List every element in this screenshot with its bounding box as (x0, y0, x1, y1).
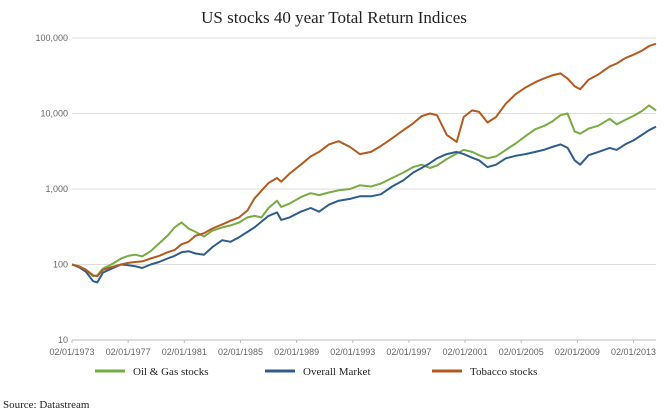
legend: Oil & Gas stocks Overall Market Tobacco st… (95, 366, 537, 378)
series-line-1 (71, 125, 657, 284)
x-tick-label: 02/01/1997 (386, 347, 431, 357)
x-tick-label: 02/01/2013 (611, 347, 656, 357)
series-line-0 (71, 104, 657, 278)
legend-label: Tobacco stocks (470, 366, 537, 378)
x-tick-label: 02/01/1989 (274, 347, 319, 357)
x-tick-label: 02/01/1981 (162, 347, 207, 357)
x-axis-ticks: 02/01/1973 02/01/1977 02/01/1981 02/01/1985… (49, 340, 656, 357)
legend-label: Oil & Gas stocks (133, 366, 208, 378)
x-tick-label: 02/01/1977 (106, 347, 151, 357)
series-lines (71, 42, 657, 284)
y-axis-ticks: 10 100 1,000 10,000 100,000 (35, 33, 68, 345)
y-tick-label: 100,000 (35, 33, 68, 43)
x-tick-label: 02/01/2001 (443, 347, 488, 357)
source-note: Source: Datastream (3, 399, 90, 411)
x-tick-label: 02/01/2009 (555, 347, 600, 357)
legend-label: Overall Market (303, 366, 371, 378)
y-tick-label: 10,000 (40, 109, 68, 119)
y-tick-label: 100 (53, 260, 68, 270)
x-tick-label: 02/01/1993 (330, 347, 375, 357)
x-tick-label: 02/01/1985 (218, 347, 263, 357)
y-tick-label: 1,000 (45, 184, 68, 194)
y-tick-label: 10 (58, 335, 68, 345)
series-line-2 (71, 42, 657, 278)
chart-title: US stocks 40 year Total Return Indices (201, 8, 467, 27)
grid (72, 37, 656, 341)
x-tick-label: 02/01/1973 (49, 347, 94, 357)
x-tick-label: 02/01/2005 (499, 347, 544, 357)
